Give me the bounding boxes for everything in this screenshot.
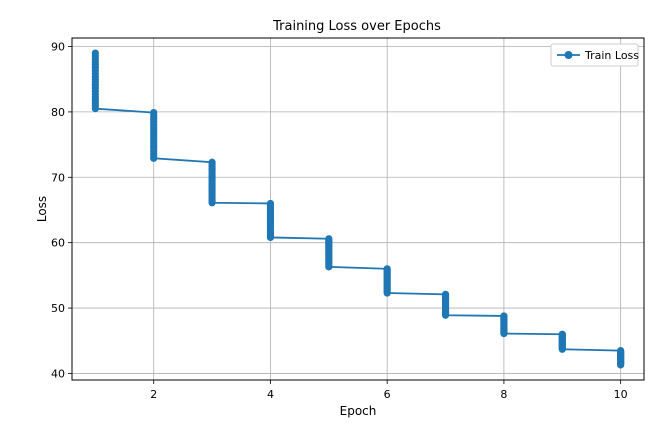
y-tick-label: 80 xyxy=(51,106,65,119)
legend-box xyxy=(550,43,639,67)
x-tick-label: 4 xyxy=(267,388,274,401)
train-loss-point xyxy=(150,154,158,162)
plot-frame xyxy=(71,37,645,381)
y-tick-label: 50 xyxy=(51,302,65,315)
train-loss-point xyxy=(558,345,566,353)
y-tick-label: 60 xyxy=(51,237,65,250)
y-tick-label: 70 xyxy=(51,171,65,184)
y-tick-label: 90 xyxy=(51,41,65,54)
train-loss-point xyxy=(617,361,625,369)
train-loss-point xyxy=(91,105,99,113)
grid xyxy=(72,38,644,380)
x-tick-label: 8 xyxy=(500,388,507,401)
train-loss-line xyxy=(94,53,622,365)
train-loss-point xyxy=(383,289,391,297)
x-axis-ticks: 2 4 6 8 10 xyxy=(150,380,628,401)
legend-entry-train-loss: Train Loss xyxy=(584,49,639,62)
train-loss-point xyxy=(325,263,333,271)
train-loss-point xyxy=(441,311,450,319)
y-axis-ticks: 40 50 60 70 80 90 xyxy=(51,41,72,380)
y-axis-label: Loss xyxy=(35,196,49,222)
legend-marker-swatch xyxy=(564,51,573,59)
train-loss-point xyxy=(500,329,508,338)
chart-title: Training Loss over Epochs xyxy=(272,19,441,34)
y-tick-label: 40 xyxy=(51,367,65,380)
train-loss-point xyxy=(208,199,216,207)
train-loss-point xyxy=(266,233,275,242)
x-axis-label: Epoch xyxy=(340,404,377,418)
series-layer xyxy=(91,49,625,369)
x-tick-label: 10 xyxy=(614,388,628,401)
x-tick-label: 2 xyxy=(150,388,157,401)
x-tick-label: 6 xyxy=(384,388,391,401)
legend: Train Loss xyxy=(550,43,639,67)
